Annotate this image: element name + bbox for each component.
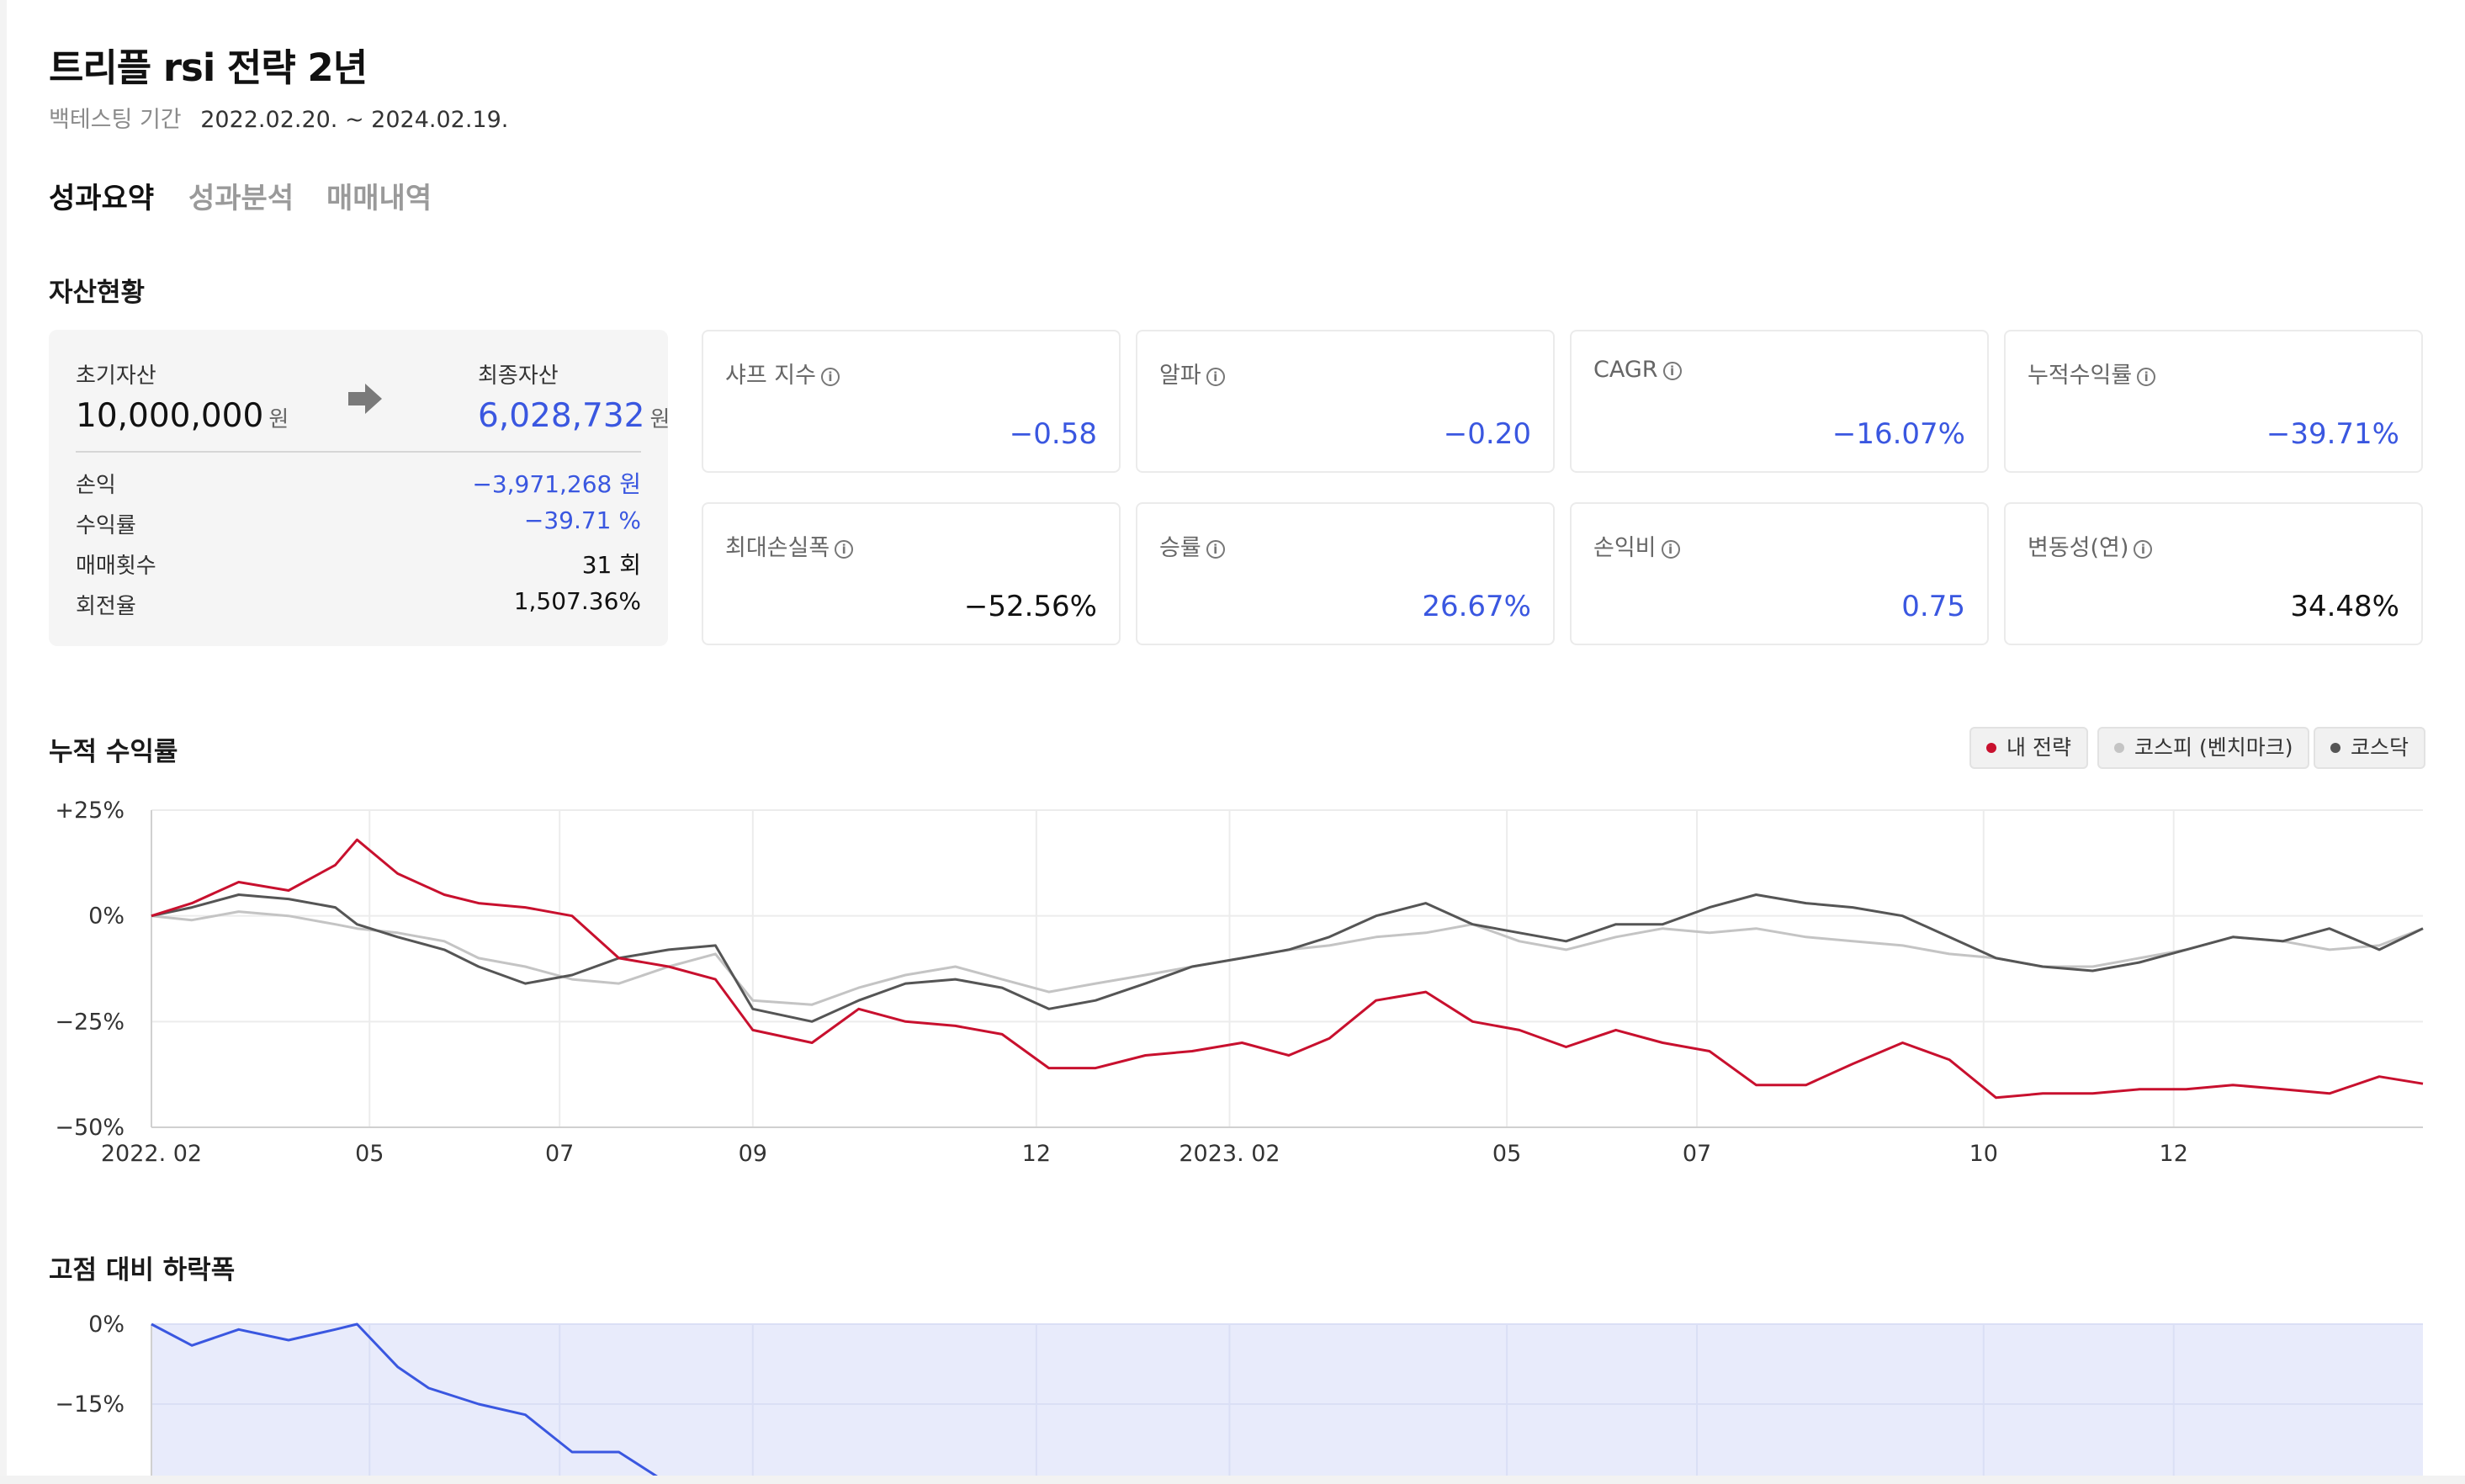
metric-card-profit-loss-ratio: 손익비 i 0.75	[1570, 502, 1989, 645]
x-tick-label: 12	[1022, 1141, 1051, 1167]
metric-card-max-drawdown: 최대손실폭 i −52.56%	[702, 502, 1121, 645]
pnl-label: 손익	[76, 473, 116, 498]
x-tick-label: 07	[1683, 1141, 1711, 1167]
drawdown-line	[151, 1322, 658, 1476]
metric-value-win-rate: 26.67%	[1422, 590, 1531, 623]
metric-card-win-rate: 승률 i 26.67%	[1136, 502, 1555, 645]
metric-label-profit-loss-ratio: 손익비	[1593, 535, 1657, 561]
series-line-kosdaq	[151, 893, 2424, 1023]
legend-item-strategy[interactable]: 내 전략	[1969, 727, 2088, 769]
y-tick-label: +25%	[55, 798, 125, 824]
trade-count-label: 매매횟수	[76, 554, 156, 579]
series-line-strategy	[151, 838, 2424, 1100]
info-circle-icon[interactable]: i	[835, 540, 854, 559]
info-circle-icon[interactable]: i	[1206, 540, 1225, 559]
cumulative-return-chart: 2022. 02 05 07 09 12 2023. 02 05 07 10 12 +25% 0% −2…	[55, 798, 2424, 1167]
final-asset-currency: 원	[649, 407, 671, 432]
metric-value-max-drawdown: −52.56%	[963, 590, 1097, 623]
final-asset-value: 6,028,732	[478, 397, 645, 435]
x-tick-label: 05	[1492, 1141, 1521, 1167]
return-rate-value: −39.71 %	[523, 506, 641, 534]
info-circle-icon[interactable]: i	[2134, 540, 2153, 559]
info-circle-icon[interactable]: i	[1662, 362, 1682, 380]
info-circle-icon[interactable]: i	[820, 368, 840, 386]
drawdown-title: 고점 대비 하락폭	[49, 1255, 236, 1285]
legend-label-kospi: 코스피 (벤치마크)	[2134, 735, 2293, 760]
x-tick-label: 07	[545, 1141, 574, 1167]
page-title: 트리플 rsi 전략 2년	[49, 45, 368, 90]
initial-asset-label: 초기자산	[76, 363, 156, 389]
initial-asset-currency: 원	[268, 407, 289, 432]
trade-count-value: 31 회	[581, 551, 641, 579]
backtest-period-label: 백테스팅 기간	[49, 107, 182, 133]
y-tick-label: −50%	[55, 1115, 125, 1141]
x-tick-label: 05	[355, 1141, 384, 1167]
cumulative-return-title: 누적 수익률	[49, 737, 178, 767]
info-circle-icon[interactable]: i	[1206, 368, 1225, 386]
window-edge	[0, 0, 7, 1484]
legend-item-kosdaq[interactable]: 코스닥	[2314, 727, 2426, 769]
y-tick-label: 0%	[88, 904, 125, 930]
x-tick-label: 12	[2160, 1141, 2188, 1167]
metric-label-alpha: 알파	[1159, 363, 1201, 389]
asset-summary-box: 초기자산 10,000,000 원 최종자산 6,028,732 원 손익 −3,9…	[49, 330, 670, 646]
asset-status-title: 자산현황	[49, 278, 146, 308]
metric-card-cumulative-return: 누적수익률 i −39.71%	[2004, 330, 2423, 473]
metric-label-cumulative-return: 누적수익률	[2028, 363, 2133, 389]
turnover-label: 회전율	[76, 594, 136, 619]
initial-asset: 10,000,000 원	[76, 397, 289, 435]
metric-card-cagr: CAGR i −16.07%	[1570, 330, 1989, 473]
backtest-period: 백테스팅 기간 2022.02.20. ~ 2024.02.19.	[49, 101, 508, 134]
legend-dot-kosdaq	[2330, 743, 2340, 753]
x-tick-label: 2023. 02	[1179, 1141, 1280, 1167]
metric-label-win-rate: 승률	[1159, 535, 1201, 561]
metric-card-sharpe: 샤프 지수 i −0.58	[702, 330, 1121, 473]
legend-item-kospi[interactable]: 코스피 (벤치마크)	[2097, 727, 2310, 769]
x-tick-label: 2022. 02	[101, 1141, 202, 1167]
y-tick-label: 0%	[88, 1312, 125, 1338]
metric-label-volatility: 변동성(연)	[2028, 535, 2129, 561]
final-asset-label: 최종자산	[478, 363, 559, 389]
legend-label-strategy: 내 전략	[2006, 735, 2071, 760]
metric-value-profit-loss-ratio: 0.75	[1901, 590, 1965, 623]
initial-asset-value: 10,000,000	[76, 397, 264, 435]
legend-label-kosdaq: 코스닥	[2351, 735, 2409, 760]
y-tick-label: −15%	[55, 1391, 125, 1418]
metric-value-alpha: −0.20	[1443, 417, 1531, 451]
asset-divider	[76, 451, 641, 453]
turnover-value: 1,507.36%	[513, 587, 641, 615]
backtest-period-value: 2022.02.20. ~ 2024.02.19.	[200, 107, 509, 133]
metric-label-sharpe: 샤프 지수	[725, 363, 816, 389]
metric-value-cagr: −16.07%	[1832, 417, 1965, 451]
metric-label-max-drawdown: 최대손실폭	[725, 535, 830, 561]
metric-value-volatility: 34.48%	[2290, 590, 2399, 623]
info-circle-icon[interactable]: i	[1661, 540, 1680, 559]
metric-label-cagr: CAGR	[1593, 357, 1658, 383]
pnl-value: −3,971,268 원	[472, 470, 641, 498]
return-rate-label: 수익률	[76, 513, 136, 538]
bottom-scroll-strip	[0, 1476, 2465, 1484]
right-arrow-icon	[348, 384, 382, 414]
metric-card-alpha: 알파 i −0.20	[1136, 330, 1555, 473]
x-tick-label: 10	[1969, 1141, 1998, 1167]
metric-card-volatility: 변동성(연) i 34.48%	[2004, 502, 2423, 645]
x-tick-label: 09	[739, 1141, 767, 1167]
info-circle-icon[interactable]: i	[2137, 368, 2156, 386]
final-asset: 6,028,732 원	[478, 397, 670, 435]
series-line-kospi	[151, 910, 2424, 1006]
tab-performance-summary[interactable]: 성과요약	[49, 182, 155, 215]
drawdown-area-bg	[151, 1324, 2423, 1476]
tab-trade-history[interactable]: 매매내역	[326, 182, 432, 215]
drawdown-chart: 0% −15%	[55, 1312, 2423, 1476]
tab-performance-analysis[interactable]: 성과분석	[188, 182, 294, 215]
metric-value-sharpe: −0.58	[1009, 417, 1097, 451]
y-tick-label: −25%	[55, 1009, 125, 1035]
metric-value-cumulative-return: −39.71%	[2266, 417, 2399, 451]
legend-dot-kospi	[2114, 743, 2124, 753]
legend-dot-strategy	[1986, 743, 1996, 753]
